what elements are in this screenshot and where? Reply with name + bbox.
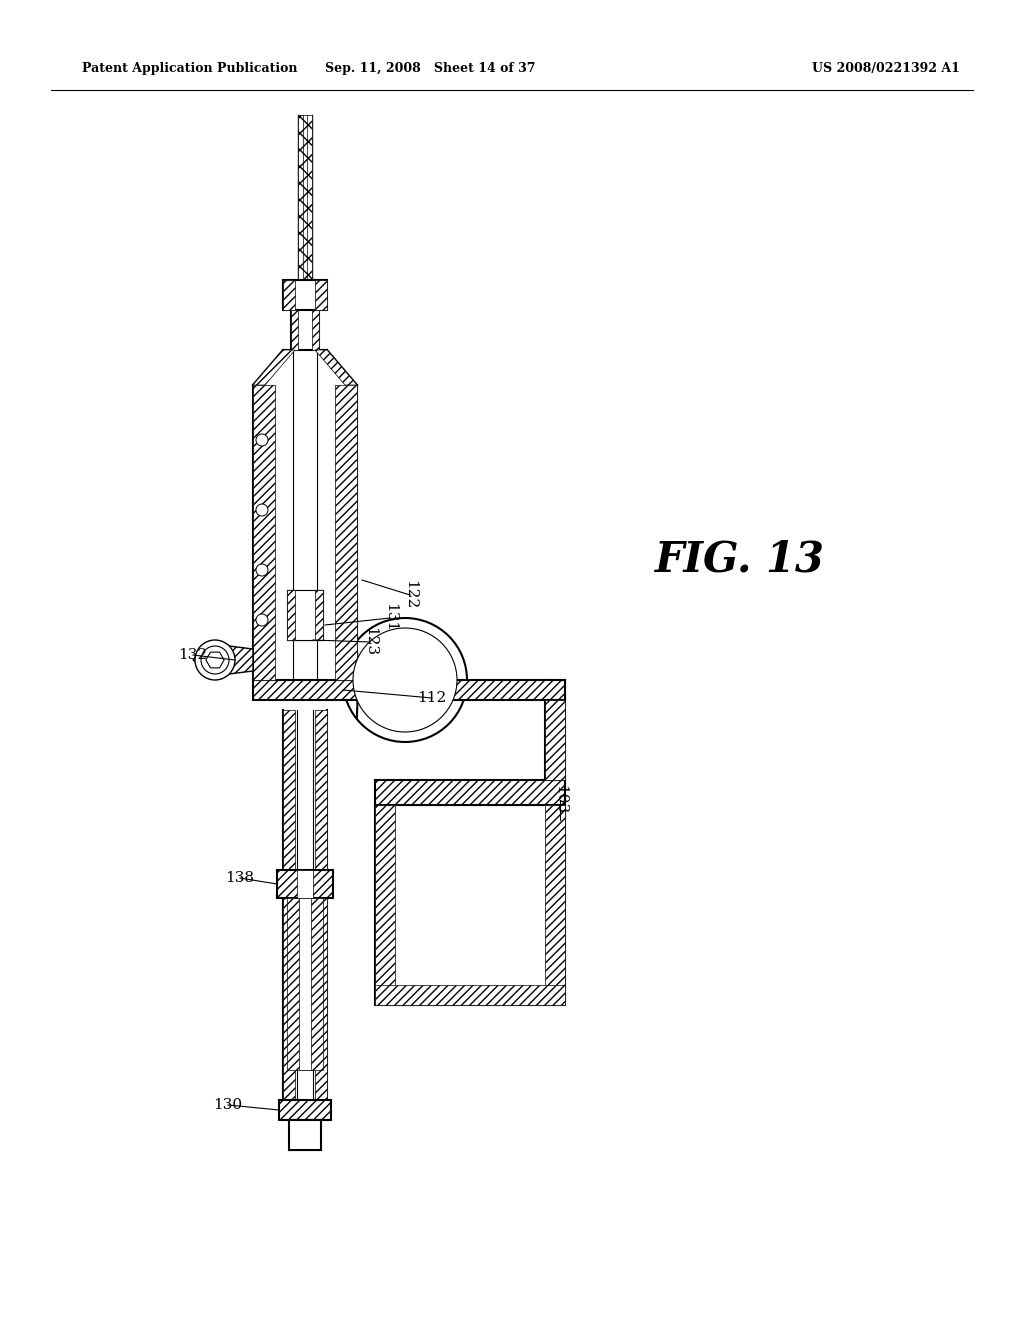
Bar [315, 280, 327, 310]
Circle shape [256, 504, 268, 516]
Bar [375, 985, 565, 1005]
Bar [315, 710, 327, 1119]
Text: 132: 132 [178, 648, 208, 663]
Circle shape [256, 564, 268, 576]
Text: 103: 103 [553, 785, 567, 814]
Text: 123: 123 [362, 627, 377, 656]
Bar [287, 898, 323, 1071]
Bar [312, 310, 319, 350]
Circle shape [343, 618, 467, 742]
Circle shape [256, 434, 268, 446]
Bar [253, 385, 275, 680]
Bar [287, 590, 323, 640]
Bar [279, 1100, 331, 1119]
Circle shape [195, 640, 234, 680]
Text: US 2008/0221392 A1: US 2008/0221392 A1 [812, 62, 961, 75]
Polygon shape [253, 350, 295, 385]
Circle shape [256, 614, 268, 626]
Bar [289, 1119, 321, 1150]
Bar [287, 590, 295, 640]
Bar [291, 310, 298, 350]
Bar [278, 870, 333, 898]
Bar [375, 805, 395, 1005]
Bar [375, 805, 565, 1005]
Text: 122: 122 [403, 581, 417, 610]
Text: Sep. 11, 2008   Sheet 14 of 37: Sep. 11, 2008 Sheet 14 of 37 [325, 62, 536, 75]
Bar [545, 805, 565, 1005]
Text: 130: 130 [213, 1098, 243, 1111]
Text: FIG. 13: FIG. 13 [655, 539, 825, 581]
Bar [283, 710, 295, 1119]
Text: Patent Application Publication: Patent Application Publication [82, 62, 298, 75]
Bar [315, 590, 323, 640]
Bar [283, 280, 295, 310]
Bar [283, 280, 327, 310]
Bar [335, 385, 357, 680]
Text: 112: 112 [418, 690, 446, 705]
Circle shape [353, 628, 457, 733]
Bar [545, 700, 565, 780]
Bar [253, 680, 565, 700]
Bar [299, 898, 311, 1071]
Bar [297, 870, 313, 898]
Polygon shape [193, 644, 253, 676]
Polygon shape [315, 350, 357, 385]
Bar [375, 780, 565, 805]
Polygon shape [206, 652, 224, 668]
Bar [298, 115, 312, 280]
Circle shape [201, 645, 229, 675]
Text: 138: 138 [225, 871, 255, 884]
Text: 131: 131 [383, 603, 397, 632]
